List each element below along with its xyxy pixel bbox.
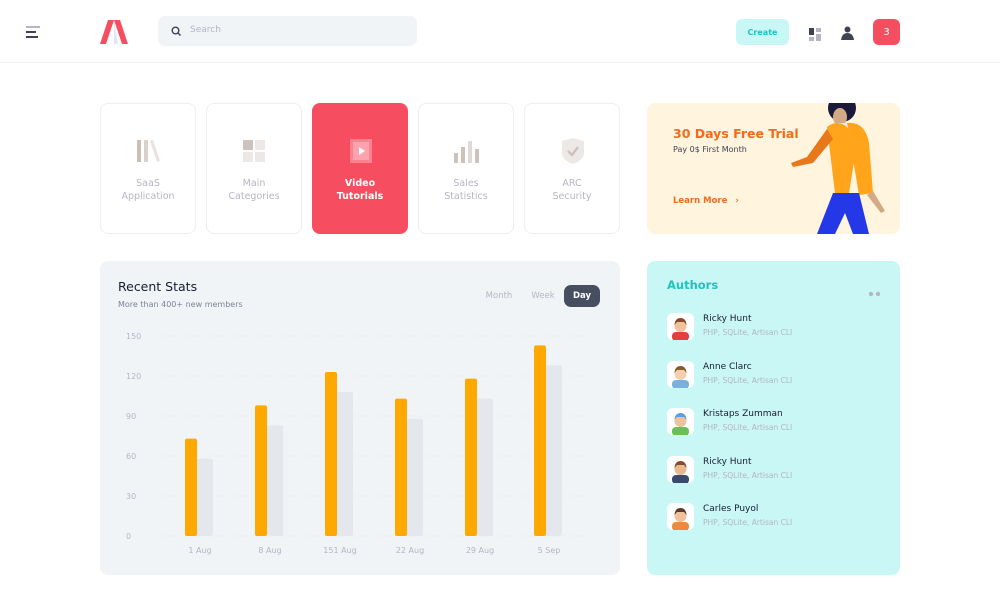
tile-label: ARC Security <box>552 178 592 202</box>
avatar <box>667 360 694 388</box>
authors-title: Authors <box>667 278 719 292</box>
learn-more-link[interactable]: Learn More › <box>673 196 739 206</box>
y-tick-label: 0 <box>126 532 131 541</box>
bar-secondary <box>197 458 213 536</box>
avatar <box>667 455 694 483</box>
bar-secondary <box>337 392 353 536</box>
bar-secondary <box>546 365 562 536</box>
tile-video-tutorials[interactable]: Video Tutorials <box>312 103 408 234</box>
free-trial-banner: 30 Days Free Trial Pay 0$ First Month Le… <box>647 103 900 234</box>
person-illustration <box>791 103 885 234</box>
books-icon <box>137 140 160 162</box>
author-item[interactable]: Kristaps Zumman PHP, SQLite, Artisan CLI <box>667 408 887 448</box>
top-header: Search Create 3 <box>0 0 1000 63</box>
author-name: Anne Clarc <box>703 361 752 372</box>
tile-arc-security[interactable]: ARC Security <box>524 103 620 234</box>
tab-month[interactable]: Month <box>485 291 513 301</box>
bar-primary <box>255 405 267 536</box>
tile-label: Main Categories <box>228 178 280 202</box>
author-skills: PHP, SQLite, Artisan CLI <box>703 328 793 337</box>
x-tick-label: 29 Aug <box>466 546 494 555</box>
bar-primary <box>395 398 407 536</box>
x-tick-label: 1 Aug <box>188 546 211 555</box>
apps-grid-icon[interactable] <box>809 26 822 45</box>
authors-card: Authors Ricky Hunt PHP, SQLite, Artisan … <box>647 261 900 575</box>
y-tick-label: 30 <box>126 492 136 501</box>
x-tick-label: 151 Aug <box>323 546 356 555</box>
stats-title: Recent Stats <box>118 279 198 294</box>
y-tick-label: 90 <box>126 412 136 421</box>
user-icon[interactable] <box>841 25 854 44</box>
notifications-badge[interactable]: 3 <box>873 19 900 45</box>
x-tick-label: 22 Aug <box>396 546 424 555</box>
author-item[interactable]: Ricky Hunt PHP, SQLite, Artisan CLI <box>667 455 887 496</box>
author-skills: PHP, SQLite, Artisan CLI <box>703 518 793 527</box>
avatar <box>667 313 694 340</box>
arrow-right-icon: › <box>735 196 739 206</box>
tile-sales-statistics[interactable]: Sales Statistics <box>418 103 514 234</box>
author-skills: PHP, SQLite, Artisan CLI <box>703 375 793 385</box>
y-tick-label: 60 <box>126 452 136 461</box>
x-tick-label: 5 Sep <box>538 546 561 555</box>
author-item[interactable]: Ricky Hunt PHP, SQLite, Artisan CLI <box>667 313 887 353</box>
shield-check-icon <box>562 138 584 164</box>
search-input[interactable]: Search <box>158 16 417 46</box>
x-tick-label: 8 Aug <box>258 546 281 555</box>
stats-bar-chart: 0 30 60 90 120 150 1 Aug 8 Aug 151 Aug 22 Aug 29 A… <box>126 332 585 555</box>
tab-day[interactable]: Day <box>564 285 600 307</box>
stats-subtitle: More than 400+ new members <box>118 300 243 309</box>
grid-icon <box>243 140 265 162</box>
bar-secondary <box>267 425 283 536</box>
author-name: Carles Puyol <box>703 504 759 514</box>
bar-primary <box>185 438 197 536</box>
bar-chart-icon <box>454 141 479 163</box>
y-tick-label: 150 <box>126 332 141 341</box>
author-name: Ricky Hunt <box>703 456 752 467</box>
y-tick-label: 120 <box>126 372 141 381</box>
search-placeholder: Search <box>190 25 221 35</box>
author-skills: PHP, SQLite, Artisan CLI <box>703 470 793 480</box>
brand-logo[interactable] <box>100 20 132 48</box>
author-item[interactable]: Anne Clarc PHP, SQLite, Artisan CLI <box>667 360 887 401</box>
tab-week[interactable]: Week <box>531 291 555 301</box>
author-item[interactable]: Carles Puyol PHP, SQLite, Artisan CLI <box>667 503 887 543</box>
promo-subtitle: Pay 0$ First Month <box>673 145 747 154</box>
tile-label: SaaS Application <box>121 178 175 202</box>
tile-label: Sales Statistics <box>444 178 488 202</box>
bar-secondary <box>407 418 423 536</box>
tile-label: Video Tutorials <box>336 178 384 202</box>
film-icon <box>350 139 372 163</box>
avatar <box>667 503 694 530</box>
author-name: Kristaps Zumman <box>703 409 783 419</box>
tile-main-categories[interactable]: Main Categories <box>206 103 302 234</box>
create-button[interactable]: Create <box>736 19 789 45</box>
menu-toggle-icon[interactable] <box>26 24 42 43</box>
bar-secondary <box>477 398 493 536</box>
bar-primary <box>465 378 477 536</box>
avatar <box>667 408 694 435</box>
author-name: Ricky Hunt <box>703 314 752 324</box>
search-icon <box>171 26 181 36</box>
bar-primary <box>534 345 546 536</box>
learn-more-label: Learn More <box>673 196 728 206</box>
more-options-icon[interactable] <box>868 282 882 301</box>
bar-primary <box>325 372 337 536</box>
tile-saas-application[interactable]: SaaS Application <box>100 103 196 234</box>
promo-title: 30 Days Free Trial <box>673 126 799 141</box>
recent-stats-card: Recent Stats More than 400+ new members … <box>100 261 620 575</box>
author-skills: PHP, SQLite, Artisan CLI <box>703 423 793 432</box>
